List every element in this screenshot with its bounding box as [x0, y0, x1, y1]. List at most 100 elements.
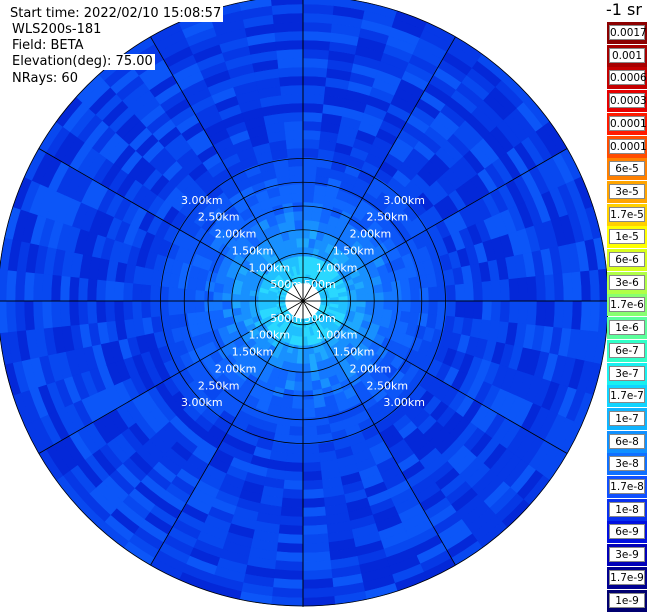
range-gate-cell	[311, 379, 323, 391]
range-gate-cell	[285, 452, 304, 464]
range-gate-cell	[302, 479, 324, 491]
range-gate-cell	[279, 515, 304, 527]
range-gate-cell	[383, 291, 394, 302]
range-gate-cell	[401, 289, 412, 302]
range-gate-cell	[14, 300, 26, 332]
range-gate-cell	[288, 425, 304, 437]
colorbar-entry: 0.0003	[607, 90, 647, 113]
range-gate-cell	[410, 288, 421, 302]
range-gate-cell	[293, 210, 304, 221]
range-gate-cell	[239, 300, 250, 308]
range-gate-cell	[302, 39, 331, 51]
range-gate-cell	[302, 372, 312, 383]
range-gate-cell	[535, 300, 547, 327]
range-label: 1.50km	[333, 244, 375, 257]
range-gate-cell	[282, 479, 304, 491]
colorbar-tick-label: 3e-5	[609, 183, 645, 199]
range-label: 1.00km	[316, 329, 358, 342]
range-label: 2.50km	[198, 211, 240, 224]
range-gate-cell	[291, 192, 304, 203]
range-gate-cell	[286, 443, 304, 455]
range-gate-cell	[499, 279, 511, 302]
range-gate-cell	[580, 270, 592, 302]
range-gate-cell	[302, 0, 335, 6]
range-gate-cell	[278, 66, 304, 78]
colorbar-tick-label: 3e-7	[609, 365, 645, 381]
range-gate-cell	[122, 300, 134, 321]
range-gate-cell	[104, 300, 116, 323]
range-gate-cell	[338, 295, 349, 302]
range-gate-cell	[284, 129, 304, 141]
colorbar-entry: 0.0006	[607, 67, 647, 90]
azimuth-spoke	[302, 148, 568, 302]
range-gate-cell	[302, 21, 333, 33]
range-gate-cell	[302, 120, 323, 132]
range-gate-cell	[281, 102, 304, 114]
range-label: 3.00km	[181, 194, 223, 207]
colorbar-entry: 1.7e-7	[607, 385, 647, 408]
azimuth-spoke	[302, 300, 568, 454]
range-gate-cell	[302, 30, 332, 42]
backscatter-cells	[0, 0, 609, 607]
range-gate-cell	[257, 300, 268, 307]
azimuth-spoke	[302, 300, 456, 566]
range-gate-cell	[373, 283, 384, 294]
colorbar-tick-label: 3e-9	[609, 547, 645, 563]
range-gate-cell	[274, 30, 304, 42]
range-gate-cell	[274, 560, 304, 572]
range-label: 1.00km	[248, 329, 290, 342]
colorbar-tick-label: 1.7e-5	[609, 206, 645, 222]
range-gate-cell	[526, 276, 538, 302]
range-gate-cell	[68, 300, 80, 326]
range-gate-cell	[194, 300, 205, 313]
range-gate-cell	[122, 281, 134, 302]
range-gate-cell	[310, 371, 321, 382]
range-gate-cell	[302, 147, 320, 159]
elevation-label: Elevation(deg): 75.00	[12, 54, 155, 70]
range-gate-cell	[553, 273, 565, 302]
colorbar-tick-label: 0.0006	[609, 70, 647, 86]
range-gate-cell	[302, 542, 330, 554]
range-gate-cell	[277, 57, 304, 69]
range-gate-cell	[291, 399, 304, 410]
range-gate-cell	[5, 269, 17, 302]
colorbar-entry: 1.7e-8	[607, 476, 647, 498]
colorbar-tick-label: 1.7e-6	[609, 297, 645, 313]
range-gate-cell	[302, 192, 315, 203]
colorbar-tick-label: 6e-5	[609, 161, 645, 177]
range-gate-cell	[185, 288, 196, 302]
azimuth-spoke	[38, 300, 304, 454]
range-gate-cell	[381, 281, 393, 293]
range-gate-cell	[296, 237, 304, 248]
range-gate-cell	[302, 524, 328, 536]
range-gate-cell	[281, 93, 304, 105]
range-gate-cell	[302, 506, 326, 518]
range-gate-cell	[302, 488, 325, 500]
range-gate-cell	[149, 284, 161, 302]
range-label: 2.50km	[367, 211, 409, 224]
colorbar-entry: 3e-9	[607, 544, 647, 567]
range-gate-cell	[419, 300, 430, 315]
range-gate-cell	[285, 138, 304, 150]
colorbar-entry: 1e-6	[607, 317, 647, 340]
colorbar-entry: 3e-5	[607, 180, 647, 203]
colorbar-entry: 1.7e-6	[607, 294, 647, 317]
range-gate-cell	[302, 48, 330, 60]
range-gate-cell	[221, 300, 232, 310]
range-gate-cell	[454, 283, 466, 302]
range-gate-cell	[23, 300, 35, 331]
colorbar-tick-label: 6e-9	[609, 524, 645, 540]
start-time-label: Start time: 2022/02/10 15:08:57	[10, 6, 224, 22]
colorbar-tick-label: 0.00017	[609, 115, 647, 131]
range-gate-cell	[271, 587, 304, 599]
colorbar-tick-label: 3e-6	[609, 274, 645, 290]
colorbar-tick-label: 0.001	[609, 47, 645, 63]
range-gate-cell	[302, 336, 309, 347]
range-gate-cell	[41, 273, 53, 302]
colorbar-entry: 6e-9	[607, 521, 647, 544]
range-gate-cell	[280, 506, 304, 518]
range-label: 3.00km	[383, 194, 425, 207]
range-label: 500m	[304, 278, 336, 291]
range-label: 2.50km	[367, 379, 409, 392]
